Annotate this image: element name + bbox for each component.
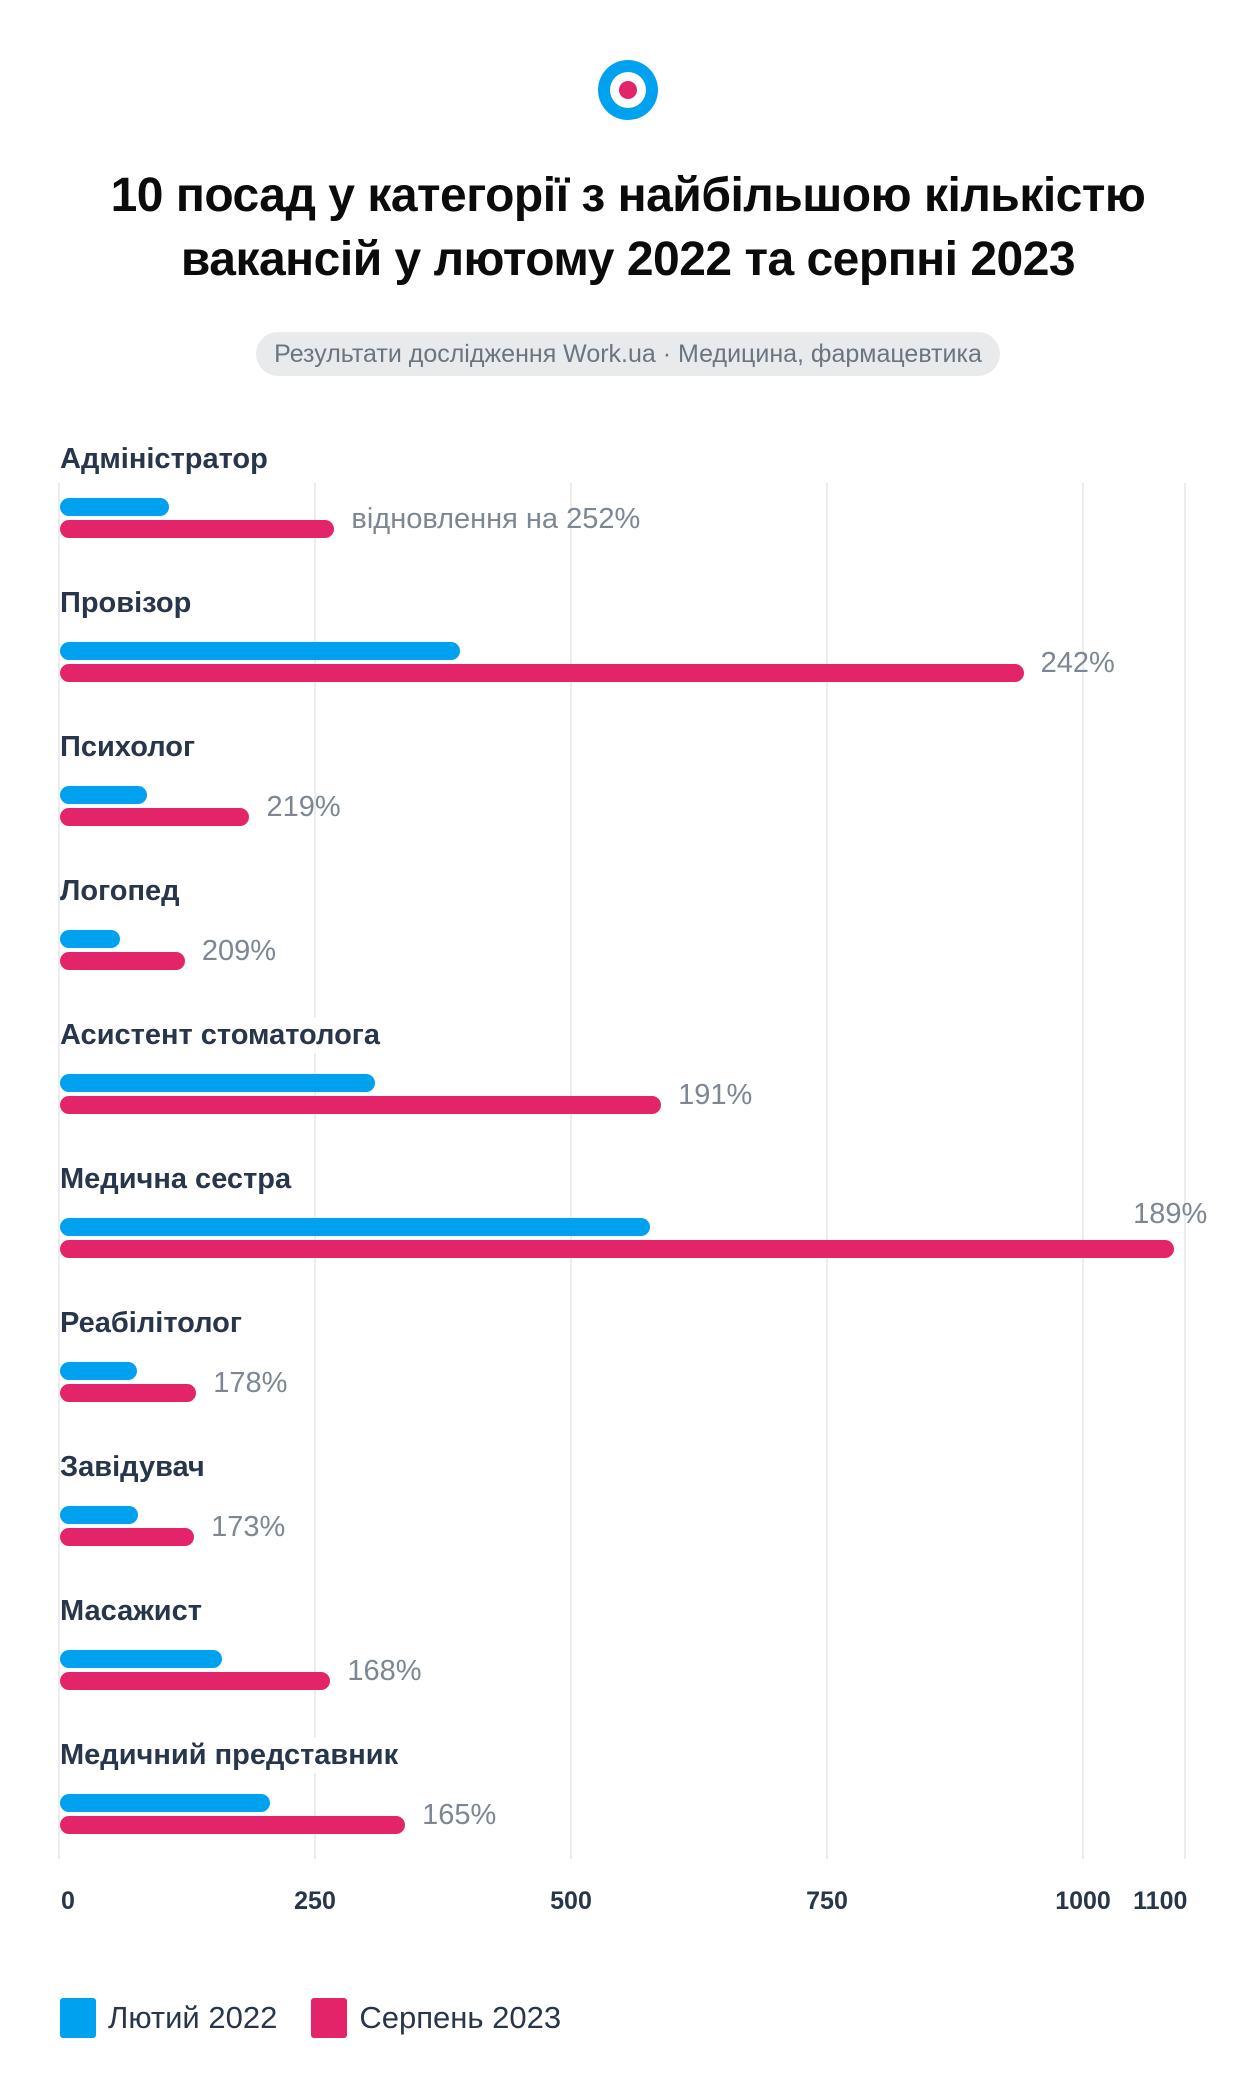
chart-title-line-1: 10 посад у категорії з найбільшою кількі… (110, 169, 1146, 222)
bar-aug-2023 (60, 1384, 197, 1402)
gridline-500 (570, 483, 572, 1859)
row-label: Психолог (60, 729, 200, 765)
row-label: Адміністратор (60, 441, 272, 477)
gridline-0 (58, 483, 60, 1859)
chart-title-line-2: вакансій у лютому 2022 та серпні 2023 (180, 233, 1076, 286)
row-label: Завідувач (60, 1449, 209, 1485)
row-label: Реабілітолог (60, 1305, 246, 1341)
x-axis-tick-label: 500 (550, 1887, 592, 1915)
chart-legend: Лютий 2022 Серпень 2023 (60, 1998, 595, 2038)
recovery-percent-label: відновлення на 252% (351, 503, 641, 535)
legend-swatch-aug-2023 (311, 1998, 348, 2038)
bar-aug-2023 (60, 1672, 331, 1690)
gridline-750 (826, 483, 828, 1859)
bar-feb-2022 (60, 1794, 270, 1812)
recovery-percent-label: 168% (347, 1655, 422, 1687)
legend-item-feb-2022: Лютий 2022 (60, 1998, 277, 2038)
work-ua-logo-icon (598, 60, 658, 120)
recovery-percent-label: 189% (1133, 1198, 1208, 1230)
recovery-percent-label: 178% (213, 1367, 288, 1399)
bar-aug-2023 (60, 1240, 1175, 1258)
bar-feb-2022 (60, 1218, 650, 1236)
bar-feb-2022 (60, 1650, 222, 1668)
bar-feb-2022 (60, 930, 121, 948)
legend-label-feb-2022: Лютий 2022 (108, 2000, 278, 2035)
bar-aug-2023 (60, 808, 250, 826)
bar-feb-2022 (60, 786, 148, 804)
bar-feb-2022 (60, 1074, 376, 1092)
chart-title: 10 посад у категорії з найбільшою кількі… (40, 164, 1216, 292)
x-axis-tick-label: 1100 (1133, 1887, 1188, 1915)
row-label: Медичний представник (60, 1737, 403, 1773)
recovery-percent-label: 173% (211, 1511, 286, 1543)
gridline-1100 (1184, 483, 1187, 1859)
x-axis-tick-label: 0 (61, 1887, 75, 1915)
x-axis-tick-label: 750 (806, 1887, 848, 1915)
legend-swatch-feb-2022 (60, 1998, 96, 2038)
legend-item-aug-2023: Серпень 2023 (311, 1998, 561, 2038)
recovery-percent-label: 191% (678, 1079, 753, 1111)
subtitle-pill: Результати дослідження Work.ua · Медицин… (256, 332, 1000, 376)
x-axis-tick-label: 250 (294, 1887, 336, 1915)
row-label: Логопед (60, 873, 184, 909)
legend-label-aug-2023: Серпень 2023 (359, 2000, 562, 2035)
bar-aug-2023 (60, 1528, 195, 1546)
bar-feb-2022 (60, 642, 461, 660)
gridline-1000 (1082, 483, 1084, 1859)
recovery-percent-label: 165% (422, 1799, 497, 1831)
bar-aug-2023 (60, 1816, 406, 1834)
x-axis-tick-label: 1000 (1055, 1887, 1111, 1915)
bar-feb-2022 (60, 1362, 137, 1380)
bar-aug-2023 (60, 952, 185, 970)
bar-aug-2023 (60, 520, 335, 538)
row-label: Провізор (60, 585, 196, 621)
bar-aug-2023 (60, 664, 1024, 682)
bar-feb-2022 (60, 498, 169, 516)
row-label: Масажист (60, 1593, 206, 1629)
subtitle-container: Результати дослідження Work.ua · Медицин… (0, 332, 1256, 376)
recovery-percent-label: 209% (201, 935, 277, 967)
row-label: Асистент стоматолога (60, 1017, 385, 1053)
recovery-percent-label: 242% (1040, 647, 1115, 679)
bar-aug-2023 (60, 1096, 662, 1114)
gridline-250 (314, 483, 316, 1859)
row-label: Медична сестра (60, 1161, 296, 1197)
bar-feb-2022 (60, 1506, 138, 1524)
recovery-percent-label: 219% (266, 791, 341, 823)
